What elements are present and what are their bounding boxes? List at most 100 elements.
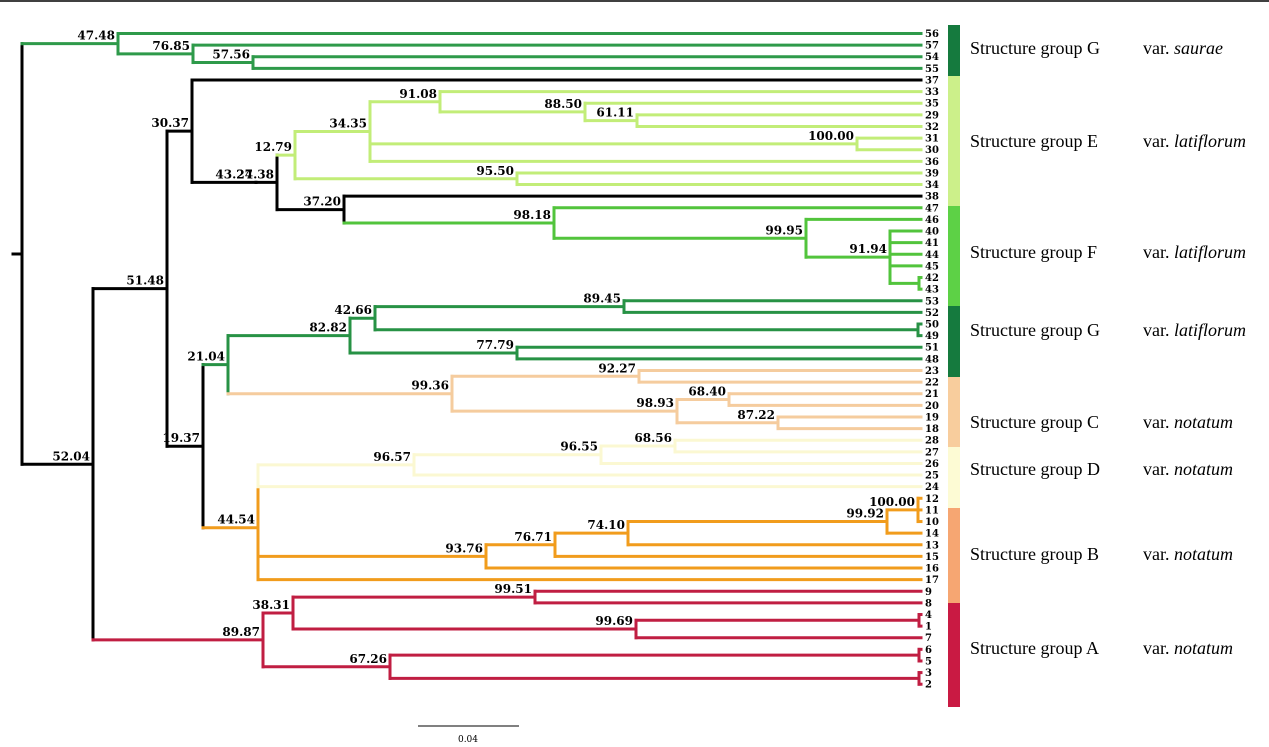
tip-label: 14 bbox=[925, 529, 939, 540]
bootstrap-value: 19.37 bbox=[162, 431, 200, 445]
tip-label: 5 bbox=[925, 656, 932, 667]
bootstrap-value: 99.51 bbox=[494, 582, 532, 596]
bootstrap-value: 76.71 bbox=[514, 530, 552, 544]
tip-label: 28 bbox=[925, 436, 939, 447]
bootstrap-value: 82.82 bbox=[309, 321, 347, 335]
bootstrap-value: 68.56 bbox=[634, 431, 672, 445]
tip-label: 23 bbox=[925, 366, 939, 377]
tip-label: 35 bbox=[925, 99, 939, 110]
bar-group-c bbox=[948, 377, 960, 447]
tip-label: 32 bbox=[925, 122, 939, 133]
bootstrap-value: 43.27 bbox=[215, 167, 253, 181]
tip-label: 19 bbox=[925, 412, 939, 423]
tip-label: 25 bbox=[925, 471, 939, 482]
bootstrap-value: 44.54 bbox=[217, 513, 255, 527]
tip-label: 10 bbox=[925, 517, 939, 528]
tip-label: 9 bbox=[925, 587, 932, 598]
group-label: Structure group G bbox=[970, 320, 1100, 340]
tip-label: 17 bbox=[925, 575, 939, 586]
tip-label: 36 bbox=[925, 157, 939, 168]
bar-group-g-saurae bbox=[948, 25, 960, 76]
tip-label: 16 bbox=[925, 564, 939, 575]
structure-group-labels: Structure group G var. saurae Structure … bbox=[970, 38, 1246, 658]
tip-label: 37 bbox=[925, 75, 939, 86]
tip-label: 34 bbox=[925, 180, 939, 191]
bootstrap-value: 42.66 bbox=[334, 303, 372, 317]
variety-label: var. latiflorum bbox=[1143, 320, 1246, 340]
tip-label: 52 bbox=[925, 308, 939, 319]
variety-label: var. notatum bbox=[1143, 459, 1233, 479]
tip-label: 55 bbox=[925, 64, 939, 75]
bootstrap-value: 37.20 bbox=[303, 195, 341, 209]
bootstrap-value: 34.35 bbox=[329, 117, 367, 131]
bootstrap-value: 89.45 bbox=[583, 292, 621, 306]
tip-labels: 5657545537333529323130363934384746404144… bbox=[925, 29, 939, 691]
bootstrap-value: 100.00 bbox=[869, 495, 915, 509]
tip-label: 18 bbox=[925, 424, 939, 435]
bootstrap-value: 87.22 bbox=[737, 408, 775, 422]
tip-label: 11 bbox=[925, 505, 939, 516]
bootstrap-value: 99.36 bbox=[411, 379, 449, 393]
bootstrap-value: 96.55 bbox=[560, 440, 598, 454]
tip-label: 33 bbox=[925, 87, 939, 98]
bootstrap-value: 95.50 bbox=[476, 164, 514, 178]
tip-label: 40 bbox=[925, 227, 939, 238]
bootstrap-value: 24.38 bbox=[236, 167, 274, 181]
tip-label: 50 bbox=[925, 320, 939, 331]
bootstrap-value: 99.95 bbox=[765, 223, 803, 237]
tip-label: 45 bbox=[925, 261, 939, 272]
bootstrap-value: 99.69 bbox=[595, 614, 633, 628]
bootstrap-value: 89.87 bbox=[222, 625, 260, 639]
group-label: Structure group D bbox=[970, 459, 1100, 479]
tip-label: 1 bbox=[925, 622, 932, 633]
bar-group-g-latiflorum bbox=[948, 306, 960, 377]
group-label: Structure group F bbox=[970, 242, 1097, 262]
group-label: Structure group A bbox=[970, 638, 1099, 658]
bootstrap-value: 88.50 bbox=[544, 97, 582, 111]
bar-group-e bbox=[948, 76, 960, 206]
variety-label: var. latiflorum bbox=[1143, 131, 1246, 151]
bootstrap-value: 91.08 bbox=[399, 87, 437, 101]
bootstrap-value: 67.26 bbox=[349, 652, 387, 666]
bootstrap-value: 98.93 bbox=[636, 396, 674, 410]
bootstrap-value: 21.04 bbox=[187, 350, 225, 364]
bar-group-f bbox=[948, 206, 960, 306]
group-label: Structure group B bbox=[970, 544, 1099, 564]
tip-label: 20 bbox=[925, 401, 939, 412]
bootstrap-value: 92.27 bbox=[598, 361, 636, 375]
tip-label: 12 bbox=[925, 494, 939, 505]
bootstrap-value: 100.00 bbox=[808, 129, 854, 143]
bar-group-d bbox=[948, 447, 960, 508]
tip-label: 48 bbox=[925, 354, 939, 365]
structure-group-bars bbox=[948, 25, 960, 707]
tip-label: 3 bbox=[925, 668, 932, 679]
tip-label: 29 bbox=[925, 110, 939, 121]
bar-group-a bbox=[948, 603, 960, 707]
variety-label: var. notatum bbox=[1143, 412, 1233, 432]
tip-label: 26 bbox=[925, 459, 939, 470]
tip-label: 43 bbox=[925, 285, 939, 296]
bootstrap-value: 52.04 bbox=[52, 449, 90, 463]
tip-label: 8 bbox=[925, 598, 932, 609]
variety-label: var. latiflorum bbox=[1143, 242, 1246, 262]
tip-label: 44 bbox=[925, 250, 939, 261]
tip-label: 21 bbox=[925, 389, 939, 400]
tip-label: 57 bbox=[925, 41, 939, 52]
tip-label: 27 bbox=[925, 447, 939, 458]
scale-bar-label: 0.04 bbox=[458, 735, 478, 745]
tip-label: 46 bbox=[925, 215, 939, 226]
tip-label: 54 bbox=[925, 52, 939, 63]
tip-label: 51 bbox=[925, 343, 939, 354]
bootstrap-value: 96.57 bbox=[373, 450, 411, 464]
group-label: Structure group G bbox=[970, 38, 1100, 58]
tip-label: 2 bbox=[925, 680, 932, 691]
group-label: Structure group E bbox=[970, 131, 1098, 151]
tip-label: 56 bbox=[925, 29, 939, 40]
variety-label: var. notatum bbox=[1143, 544, 1233, 564]
bootstrap-value: 77.79 bbox=[476, 338, 514, 352]
variety-label: var. saurae bbox=[1143, 38, 1223, 58]
bootstrap-labels: 57.56 76.85 47.48 61.11 88.50 91.08 100.00 34.3… bbox=[52, 29, 915, 666]
tip-label: 41 bbox=[925, 238, 939, 249]
tip-label: 38 bbox=[925, 192, 939, 203]
